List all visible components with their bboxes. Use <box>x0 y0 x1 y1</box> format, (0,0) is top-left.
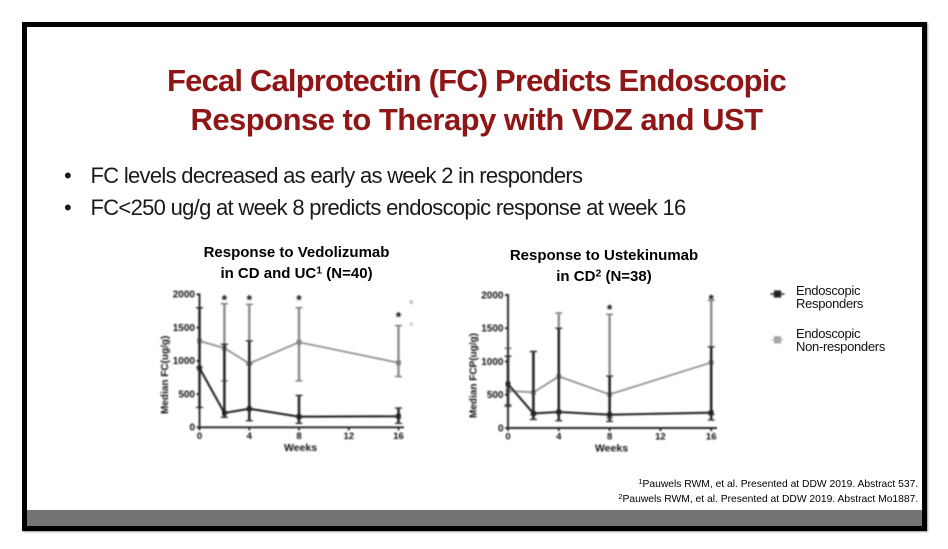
svg-text:0: 0 <box>189 423 195 434</box>
svg-text:*: * <box>222 292 228 308</box>
svg-text:16: 16 <box>706 432 717 443</box>
svg-text:*: * <box>396 309 402 325</box>
svg-text:0: 0 <box>505 432 510 443</box>
svg-text:2000: 2000 <box>173 290 196 301</box>
svg-text:*: * <box>247 292 253 308</box>
svg-text:*: * <box>607 301 613 317</box>
svg-text:12: 12 <box>655 432 666 443</box>
svg-text:500: 500 <box>487 390 504 401</box>
svg-text:500: 500 <box>178 389 195 400</box>
svg-text:1500: 1500 <box>173 323 196 334</box>
svg-text:Weeks: Weeks <box>284 442 317 454</box>
svg-text:2000: 2000 <box>481 290 504 301</box>
svg-text:8: 8 <box>296 431 301 442</box>
svg-text:0: 0 <box>197 431 202 442</box>
svg-text:1000: 1000 <box>481 357 504 368</box>
svg-text:*: * <box>296 292 302 308</box>
svg-text:16: 16 <box>393 431 404 442</box>
svg-text:Weeks: Weeks <box>595 443 628 455</box>
svg-text:4: 4 <box>556 432 562 443</box>
svg-text:4: 4 <box>247 431 253 442</box>
svg-text:8: 8 <box>607 432 612 443</box>
svg-text:0: 0 <box>498 423 504 434</box>
svg-text:*: * <box>708 291 714 307</box>
svg-text:Median FCP(ug/g): Median FCP(ug/g) <box>469 333 480 418</box>
svg-text:1500: 1500 <box>481 324 504 335</box>
svg-text:Median FC(ug/g): Median FC(ug/g) <box>160 336 171 414</box>
svg-text:1000: 1000 <box>173 356 196 367</box>
svg-text:12: 12 <box>344 431 355 442</box>
